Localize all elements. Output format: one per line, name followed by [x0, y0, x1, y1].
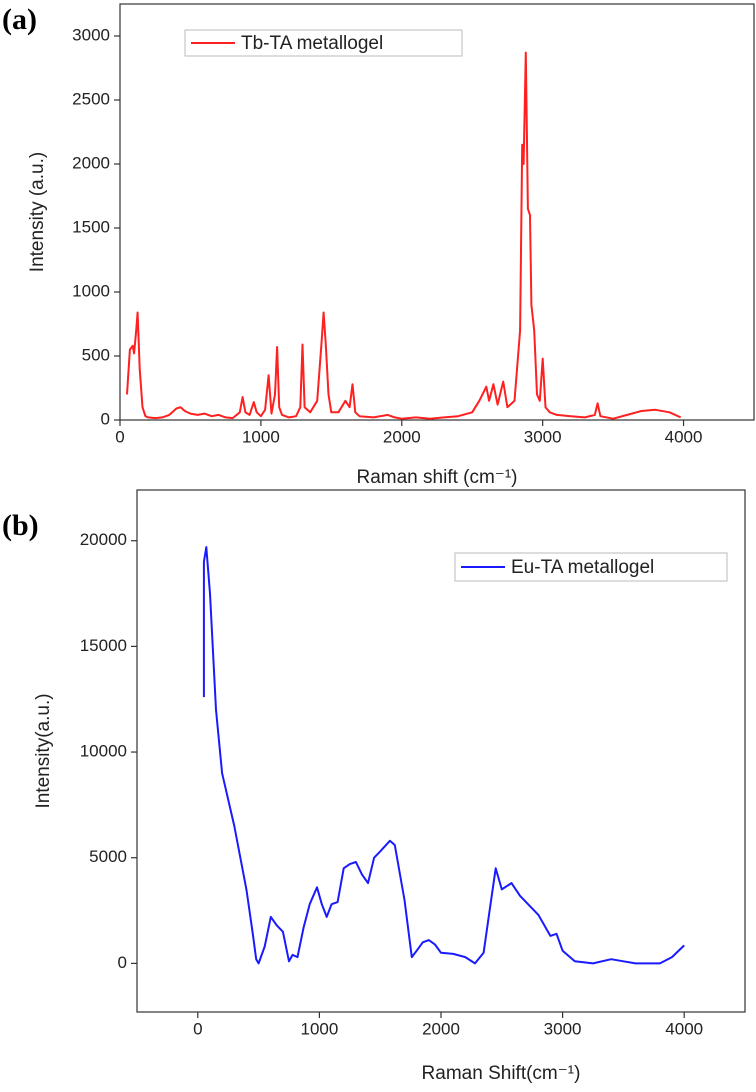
spectrum-line	[126, 51, 682, 420]
x-tick-label: 1000	[242, 427, 280, 446]
y-tick-label: 1500	[72, 217, 110, 236]
y-tick-label: 2000	[72, 153, 110, 172]
y-tick-label: 3000	[72, 25, 110, 44]
y-tick-label: 500	[82, 345, 110, 364]
plot-frame	[119, 3, 755, 421]
y-tick-label: 1000	[72, 281, 110, 300]
y-tick-label: 2500	[72, 89, 110, 108]
x-tick-label: 3000	[524, 427, 562, 446]
y-tick-label: 0	[101, 409, 110, 428]
x-axis-label: Raman shift (cm⁻¹)	[357, 467, 518, 488]
legend-label: Tb-TA metallogel	[241, 33, 383, 54]
y-axis-label: Intensity (a.u.)	[27, 152, 48, 272]
x-tick-label: 3000	[544, 1019, 582, 1038]
x-axis-label: Raman Shift(cm⁻¹)	[422, 1063, 581, 1084]
x-tick-label: 2000	[422, 1019, 460, 1038]
x-tick-label: 4000	[665, 1019, 703, 1038]
x-tick-label: 0	[193, 1019, 202, 1038]
y-tick-label: 5000	[89, 847, 127, 866]
spectrum-line	[202, 546, 685, 965]
x-tick-label: 2000	[383, 427, 421, 446]
legend-label: Eu-TA metallogel	[511, 557, 654, 578]
panel-label: (a)	[2, 3, 37, 36]
x-tick-label: 1000	[300, 1019, 338, 1038]
y-axis-label: Intensity(a.u.)	[33, 693, 54, 808]
x-tick-label: 0	[115, 427, 124, 446]
y-tick-label: 10000	[80, 742, 127, 761]
panel-label: (b)	[2, 509, 39, 542]
y-tick-label: 0	[118, 953, 127, 972]
y-tick-label: 15000	[80, 636, 127, 655]
y-tick-label: 20000	[80, 530, 127, 549]
x-tick-label: 4000	[665, 427, 703, 446]
